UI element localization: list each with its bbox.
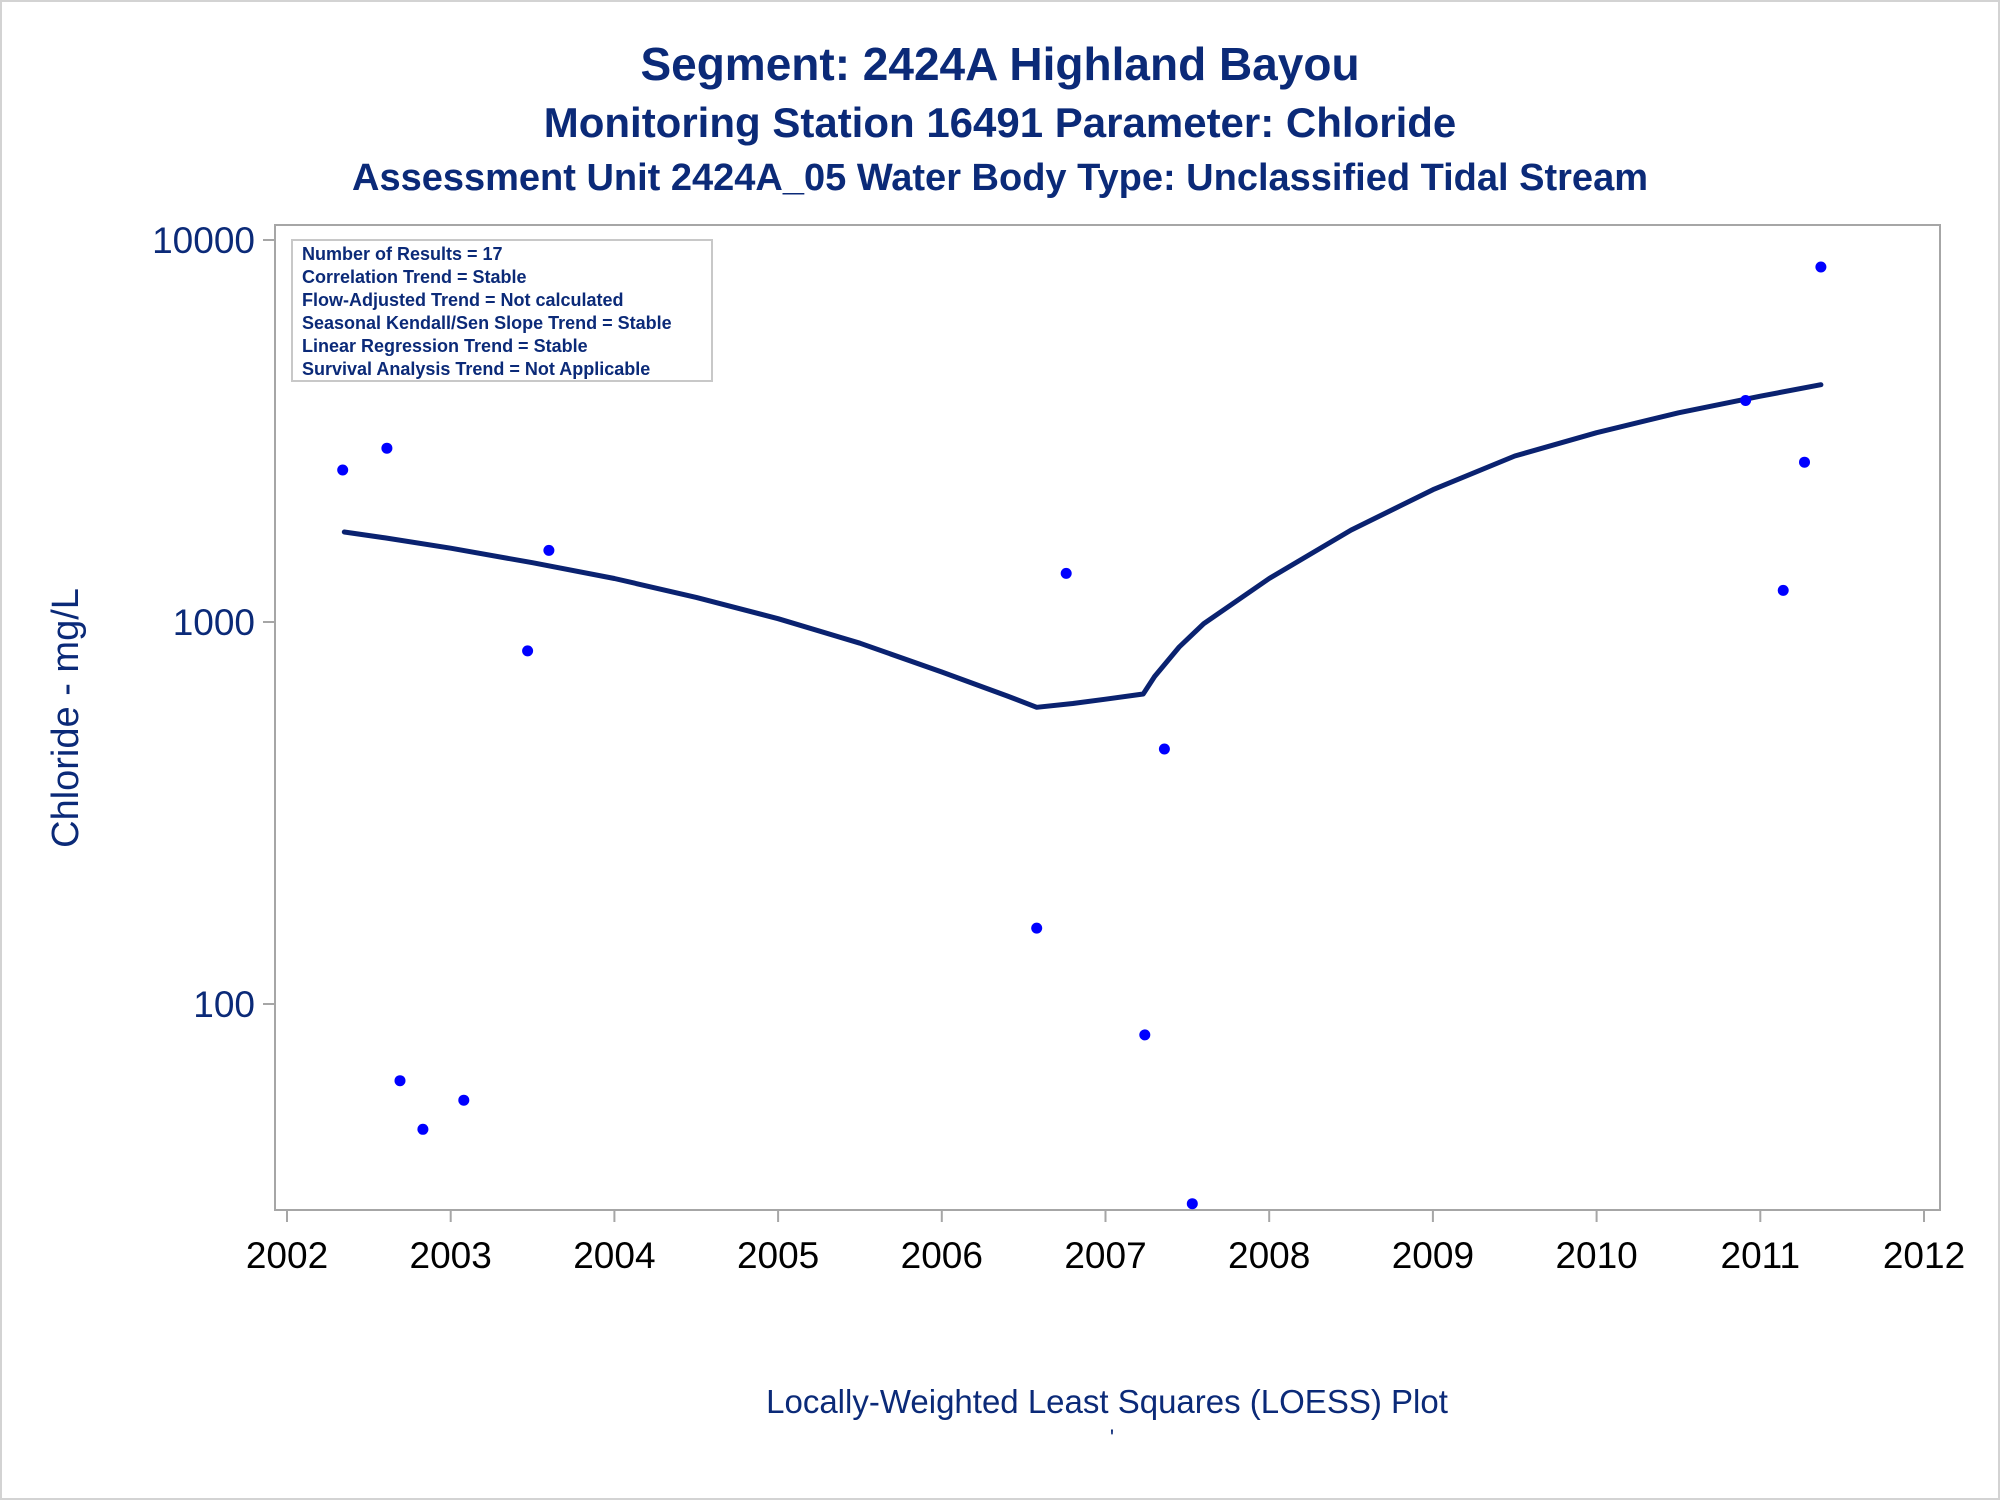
x-axis: 2002 2003 2004 2005 2006 2007 2008 2009 2010 2011…: [246, 1210, 1965, 1276]
y-axis-label: Chloride - mg/L: [45, 588, 87, 848]
x-tick-label: 2003: [410, 1235, 492, 1276]
x-tick-label: 2005: [737, 1235, 819, 1276]
data-point: [458, 1094, 470, 1106]
stats-line-flow-adjusted: Flow-Adjusted Trend = Not calculated: [302, 290, 624, 310]
x-tick-label: 2009: [1392, 1235, 1474, 1276]
data-point: [522, 645, 534, 657]
title-line-1: Segment: 2424A Highland Bayou: [640, 38, 1359, 90]
y-axis: 100 1000 10000: [152, 220, 275, 1025]
data-point: [1031, 922, 1043, 934]
stats-line-correlation: Correlation Trend = Stable: [302, 267, 527, 287]
stats-line-seasonal-kendall: Seasonal Kendall/Sen Slope Trend = Stabl…: [302, 313, 672, 333]
y-tick-label: 100: [193, 984, 255, 1025]
stats-box: Number of Results = 17 Correlation Trend…: [291, 239, 713, 382]
data-point: [381, 442, 393, 454]
stats-line-results: Number of Results = 17: [302, 244, 503, 264]
loess-line: [341, 382, 1824, 710]
y-tick-label: 10000: [152, 220, 255, 261]
x-tick-label: 2010: [1555, 1235, 1637, 1276]
x-tick-label: 2011: [1721, 1235, 1801, 1276]
data-point: [1139, 1029, 1151, 1041]
data-point: [1777, 584, 1789, 596]
title-line-3: Assessment Unit 2424A_05 Water Body Type…: [352, 157, 1648, 199]
plot-area: [337, 261, 1827, 1210]
stats-line-linear-regression: Linear Regression Trend = Stable: [302, 336, 588, 356]
data-point: [1060, 567, 1072, 579]
footnote-mark: ': [1110, 1425, 1114, 1450]
x-tick-label: 2007: [1064, 1235, 1146, 1276]
data-point: [1815, 261, 1827, 273]
x-tick-label: 2002: [246, 1235, 328, 1276]
data-point: [394, 1075, 406, 1087]
data-point: [417, 1123, 429, 1135]
data-point: [1740, 395, 1752, 406]
y-tick-label: 1000: [173, 602, 255, 643]
stats-line-survival-analysis: Survival Analysis Trend = Not Applicable: [302, 359, 650, 379]
data-point: [337, 464, 349, 476]
plot-frame: [274, 224, 1941, 1211]
data-point: [543, 544, 555, 556]
x-tick-label: 2012: [1883, 1235, 1965, 1276]
title-line-2: Monitoring Station 16491 Parameter: Chlo…: [544, 99, 1457, 146]
data-point: [1158, 743, 1170, 755]
data-point: [1186, 1198, 1198, 1210]
stats-box-frame: [291, 239, 713, 382]
data-point: [1799, 456, 1810, 468]
x-tick-label: 2006: [901, 1235, 983, 1276]
footnote: Locally-Weighted Least Squares (LOESS) P…: [766, 1383, 1448, 1420]
x-tick-label: 2004: [573, 1235, 655, 1276]
x-tick-label: 2008: [1228, 1235, 1310, 1276]
